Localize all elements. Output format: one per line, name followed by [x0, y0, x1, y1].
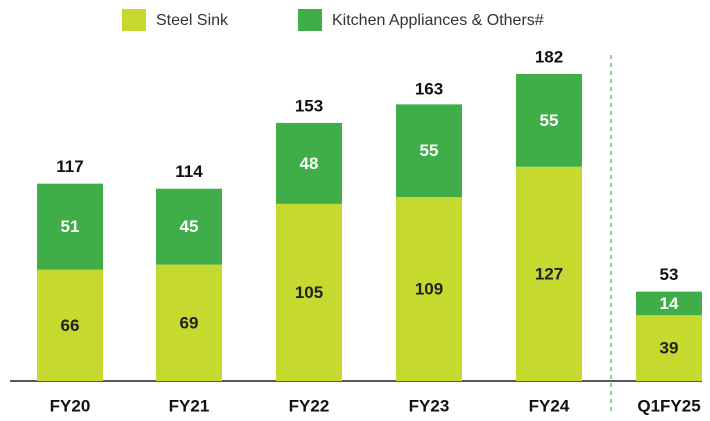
segment-label: 14: [660, 294, 679, 313]
bar-segment: [396, 197, 462, 381]
total-label: 153: [295, 96, 323, 115]
segment-label: 105: [295, 283, 323, 302]
segment-label: 45: [180, 217, 199, 236]
segment-label: 109: [415, 280, 443, 299]
bar-segment: [156, 264, 222, 381]
total-label: 163: [415, 80, 443, 99]
total-label: 117: [56, 157, 83, 176]
x-tick-label: FY24: [529, 396, 570, 415]
total-label: 53: [660, 265, 679, 284]
x-tick-label: FY20: [50, 396, 91, 415]
total-label: 114: [175, 162, 203, 181]
bar-segment: [276, 203, 342, 381]
bar-segment: [276, 122, 342, 204]
x-tick-label: FY21: [169, 396, 210, 415]
x-tick-label: FY22: [289, 396, 330, 415]
legend-label: Steel Sink: [156, 12, 229, 29]
bar-segment: [156, 188, 222, 265]
legend-swatch: [298, 9, 322, 31]
bar-segment: [37, 183, 103, 270]
legend-label: Kitchen Appliances & Others#: [332, 12, 544, 29]
segment-label: 51: [61, 217, 80, 236]
x-tick-label: Q1FY25: [637, 396, 700, 415]
bar-segment: [516, 74, 582, 167]
bar-segment: [516, 166, 582, 381]
segment-label: 55: [540, 111, 559, 130]
segment-label: 66: [61, 316, 80, 335]
segment-label: 55: [420, 141, 439, 160]
segment-label: 48: [300, 154, 319, 173]
bar-segment: [636, 315, 702, 381]
x-tick-label: FY23: [409, 396, 450, 415]
bar-segment: [396, 104, 462, 198]
segment-label: 127: [535, 264, 563, 283]
bar-segment: [37, 269, 103, 381]
legend-swatch: [122, 9, 146, 31]
bar-segment: [636, 291, 702, 316]
total-label: 182: [535, 47, 563, 66]
segment-label: 39: [660, 339, 679, 358]
segment-label: 69: [180, 313, 199, 332]
